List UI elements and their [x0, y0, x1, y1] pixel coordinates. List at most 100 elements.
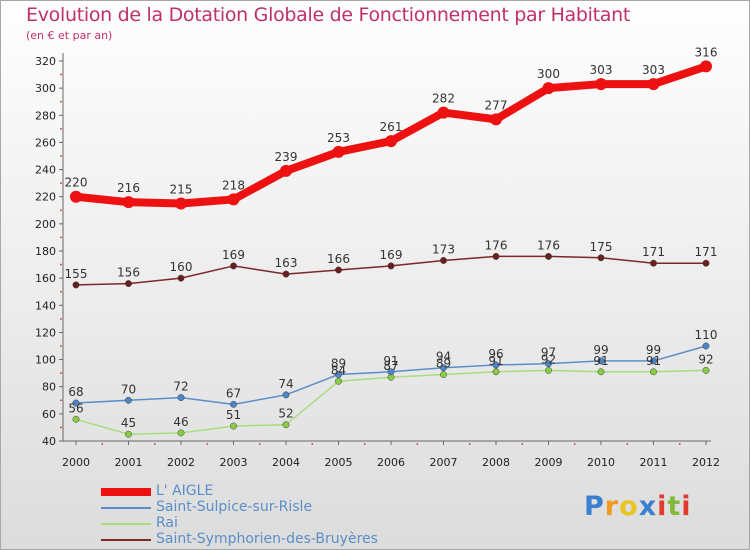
series-point	[230, 262, 237, 270]
legend-label: Saint-Symphorien-des-Bruyères	[156, 531, 378, 547]
series-point	[492, 368, 500, 376]
data-label: 89	[331, 357, 346, 371]
legend-label: Saint-Sulpice-sur-Risle	[156, 499, 313, 515]
series-point	[702, 342, 710, 350]
data-label: 175	[590, 240, 613, 254]
data-label: 303	[590, 63, 613, 77]
data-label: 163	[275, 256, 298, 270]
data-label: 92	[541, 352, 556, 366]
data-label: 67	[226, 386, 241, 400]
series-point	[72, 281, 80, 289]
series-point	[332, 145, 345, 158]
data-label: 239	[275, 150, 298, 164]
data-label: 87	[383, 359, 398, 373]
y-tick-label: 220	[35, 191, 56, 204]
proxiti-logo: Proxiti	[584, 491, 692, 522]
logo-letter: r	[604, 491, 620, 522]
data-label: 215	[170, 183, 193, 197]
series-point	[125, 396, 132, 404]
series-point	[230, 422, 237, 430]
y-tick-label: 240	[35, 164, 56, 177]
series-point	[650, 259, 657, 267]
data-label: 74	[278, 377, 293, 391]
legend-swatch	[101, 523, 151, 525]
x-tick-label: 2005	[325, 456, 353, 469]
data-label: 92	[698, 352, 713, 366]
logo-letter: P	[584, 491, 605, 522]
data-label: 96	[488, 347, 503, 361]
series-point	[545, 366, 552, 374]
y-minor-dot	[60, 372, 62, 375]
data-label: 218	[222, 178, 245, 192]
data-label: 160	[170, 260, 193, 274]
series-point	[492, 361, 500, 369]
data-label: 91	[488, 354, 503, 368]
x-minor-dot	[101, 443, 104, 445]
series-point	[492, 252, 500, 260]
series-point	[125, 280, 132, 288]
data-label: 176	[537, 238, 560, 252]
series-point	[282, 391, 290, 399]
series-point	[280, 164, 292, 177]
x-tick-label: 2000	[62, 456, 90, 469]
x-minor-dot	[311, 443, 314, 445]
data-label: 91	[593, 354, 608, 368]
y-tick-label: 320	[35, 55, 56, 68]
data-label: 52	[278, 407, 293, 421]
x-tick-label: 2006	[377, 456, 405, 469]
series-point	[177, 394, 185, 402]
series-point	[335, 371, 342, 378]
chart-title: Evolution de la Dotation Globale de Fonc…	[26, 4, 631, 26]
series-point	[647, 78, 660, 91]
data-label: 68	[68, 385, 83, 399]
series-point	[335, 377, 342, 385]
series-point	[597, 254, 605, 262]
series-point	[545, 360, 552, 368]
series-point	[440, 371, 447, 378]
data-label: 155	[65, 267, 88, 281]
series-point	[597, 357, 605, 365]
legend-label: Rai	[156, 515, 178, 531]
y-minor-dot	[60, 155, 62, 157]
legend-swatch	[101, 539, 151, 541]
y-tick-label: 120	[35, 326, 56, 339]
y-minor-dot	[60, 209, 62, 212]
logo-letter: t	[667, 491, 682, 522]
series-point	[72, 415, 80, 423]
logo-letter: i	[657, 491, 668, 522]
series-point	[177, 274, 185, 282]
data-label: 110	[695, 328, 718, 342]
x-minor-dot	[468, 443, 471, 445]
series-point	[70, 190, 82, 203]
data-label: 99	[646, 343, 661, 357]
data-label: 171	[642, 245, 665, 259]
series-point	[122, 196, 135, 209]
y-tick-label: 40	[42, 435, 56, 448]
y-minor-dot	[60, 345, 62, 347]
series-point	[72, 399, 80, 407]
logo-letter: i	[681, 491, 692, 522]
x-tick-label: 2010	[587, 456, 615, 469]
y-minor-dot	[60, 182, 62, 185]
data-label: 303	[642, 63, 665, 77]
y-minor-dot	[60, 399, 62, 402]
x-minor-dot	[416, 443, 419, 445]
y-minor-dot	[60, 317, 62, 320]
data-label: 46	[173, 415, 188, 429]
y-tick-label: 200	[35, 218, 56, 231]
x-tick-label: 2008	[482, 456, 510, 469]
series-point	[650, 357, 657, 365]
x-tick-label: 2007	[430, 456, 458, 469]
data-label: 282	[432, 92, 455, 106]
data-label: 156	[117, 266, 140, 280]
y-tick-label: 80	[42, 381, 56, 394]
x-minor-dot	[521, 443, 524, 445]
data-label: 91	[646, 354, 661, 368]
series-point	[177, 429, 185, 437]
x-minor-dot	[153, 443, 156, 445]
y-minor-dot	[60, 263, 62, 266]
data-label: 169	[380, 248, 403, 262]
series-point	[440, 364, 447, 372]
y-tick-label: 60	[42, 408, 56, 421]
